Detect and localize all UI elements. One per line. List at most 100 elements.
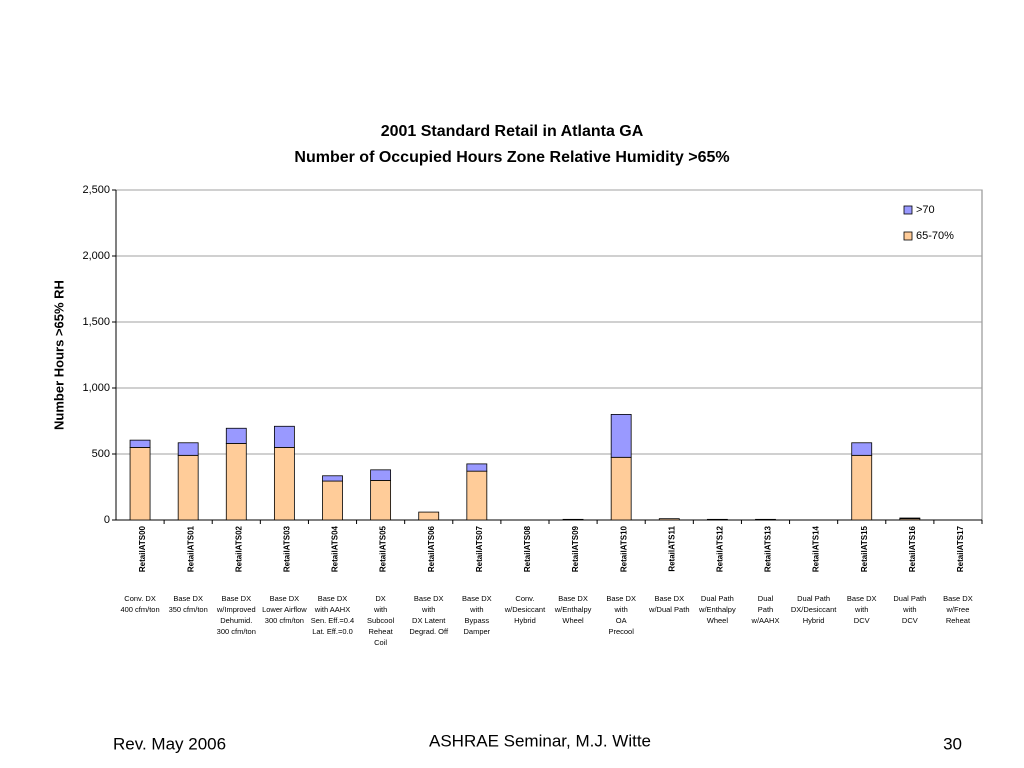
category-description: with <box>854 605 868 614</box>
category-description: DCV <box>854 616 870 625</box>
bar-segment <box>851 442 873 456</box>
category-description: Base DX <box>654 594 684 603</box>
x-tick-label: RetailATS02 <box>234 525 243 572</box>
x-tick-label: RetailATS09 <box>571 525 580 572</box>
footer-left: Rev. May 2006 <box>113 734 226 753</box>
category-description: Base DX <box>414 594 444 603</box>
category-description: with <box>421 605 435 614</box>
x-tick-label: RetailATS15 <box>860 525 869 572</box>
category-description: Dual Path <box>701 594 734 603</box>
category-description: OA <box>616 616 627 625</box>
footer-right: 30 <box>943 734 962 753</box>
category-description: DX Latent <box>412 616 446 625</box>
category-description: Bypass <box>465 616 490 625</box>
bar-segment <box>418 511 440 521</box>
category-description: 350 cfm/ton <box>169 605 208 614</box>
y-axis-label: Number Hours >65% RH <box>51 280 66 430</box>
bar-segment <box>225 443 247 521</box>
category-description: with <box>902 605 916 614</box>
category-description: Damper <box>463 627 490 636</box>
x-tick-label: RetailATS16 <box>908 525 917 572</box>
category-description: Dual <box>758 594 774 603</box>
category-description: w/Improved <box>216 605 256 614</box>
x-tick-label: RetailATS17 <box>956 525 965 572</box>
x-tick-label: RetailATS00 <box>138 525 147 572</box>
category-description: Path <box>758 605 773 614</box>
category-description: w/Enthalpy <box>698 605 736 614</box>
chart-subtitle: Number of Occupied Hours Zone Relative H… <box>294 149 729 166</box>
category-description: Wheel <box>707 616 729 625</box>
category-description: Base DX <box>318 594 348 603</box>
x-tick-label: RetailATS06 <box>427 525 436 572</box>
bar-segment <box>610 456 632 521</box>
x-tick-label: RetailATS07 <box>475 525 484 572</box>
bar-segment <box>177 442 199 456</box>
category-description: with <box>469 605 483 614</box>
category-description: Precool <box>608 627 634 636</box>
category-description: with <box>613 605 627 614</box>
legend-swatch <box>903 205 913 215</box>
category-description: Base DX <box>270 594 300 603</box>
legend-swatch <box>903 231 913 241</box>
category-description: DCV <box>902 616 918 625</box>
footer-center: ASHRAE Seminar, M.J. Witte <box>429 731 651 750</box>
bar-segment <box>610 413 632 458</box>
bar-segment <box>562 518 584 521</box>
category-description: with <box>373 605 387 614</box>
x-tick-label: RetailATS05 <box>379 525 388 572</box>
category-description: w/Dual Path <box>648 605 689 614</box>
x-tick-label: RetailATS03 <box>282 525 291 572</box>
bar-segment <box>466 463 488 472</box>
category-description: Base DX <box>558 594 588 603</box>
category-description: Dehumid. <box>220 616 252 625</box>
bar-segment <box>851 454 873 521</box>
y-tick-label: 1,500 <box>82 316 110 328</box>
category-description: Conv. <box>515 594 534 603</box>
category-description: Reheat <box>946 616 971 625</box>
bar-segment <box>466 470 488 521</box>
bar-segment <box>273 446 295 521</box>
category-description: w/AAHX <box>751 616 780 625</box>
category-description: Base DX <box>221 594 251 603</box>
bar-segment <box>129 446 151 521</box>
category-description: Dual Path <box>893 594 926 603</box>
bar-segment <box>658 518 680 521</box>
bar-segment <box>899 517 921 520</box>
category-description: with AAHX <box>314 605 350 614</box>
bar-segment <box>370 479 392 521</box>
y-tick-label: 1,000 <box>82 382 110 394</box>
category-description: DX <box>375 594 385 603</box>
category-description: w/Enthalpy <box>554 605 592 614</box>
category-description: Sen. Eff.=0.4 <box>311 616 354 625</box>
category-description: Lower Airflow <box>262 605 307 614</box>
x-tick-label: RetailATS08 <box>523 525 532 572</box>
x-tick-label: RetailATS10 <box>619 525 628 572</box>
category-description: 300 cfm/ton <box>265 616 304 625</box>
category-description: Base DX <box>462 594 492 603</box>
bar-segment <box>273 425 295 448</box>
category-description: Base DX <box>173 594 203 603</box>
category-description: 400 cfm/ton <box>120 605 159 614</box>
category-description: Hybrid <box>803 616 825 625</box>
legend-label: 65-70% <box>916 230 954 242</box>
bar-segment <box>129 439 151 448</box>
category-description: Coil <box>374 638 387 647</box>
category-description: DX/Desiccant <box>791 605 837 614</box>
category-description: Lat. Eff.=0.0 <box>312 627 353 636</box>
x-tick-label: RetailATS13 <box>764 525 773 572</box>
category-description: 300 cfm/ton <box>217 627 256 636</box>
bar-segment <box>322 475 343 482</box>
y-tick-label: 500 <box>92 448 110 460</box>
category-description: Wheel <box>562 616 584 625</box>
category-description: Reheat <box>369 627 394 636</box>
plot-area <box>115 189 983 521</box>
x-tick-label: RetailATS14 <box>812 525 821 572</box>
category-description: Hybrid <box>514 616 536 625</box>
y-tick-label: 2,500 <box>82 184 110 196</box>
legend-label: >70 <box>916 204 935 216</box>
category-description: Base DX <box>606 594 636 603</box>
y-tick-label: 0 <box>104 514 110 526</box>
bar-segment <box>370 469 392 481</box>
bar-segment <box>177 454 199 521</box>
y-tick-label: 2,000 <box>82 250 110 262</box>
